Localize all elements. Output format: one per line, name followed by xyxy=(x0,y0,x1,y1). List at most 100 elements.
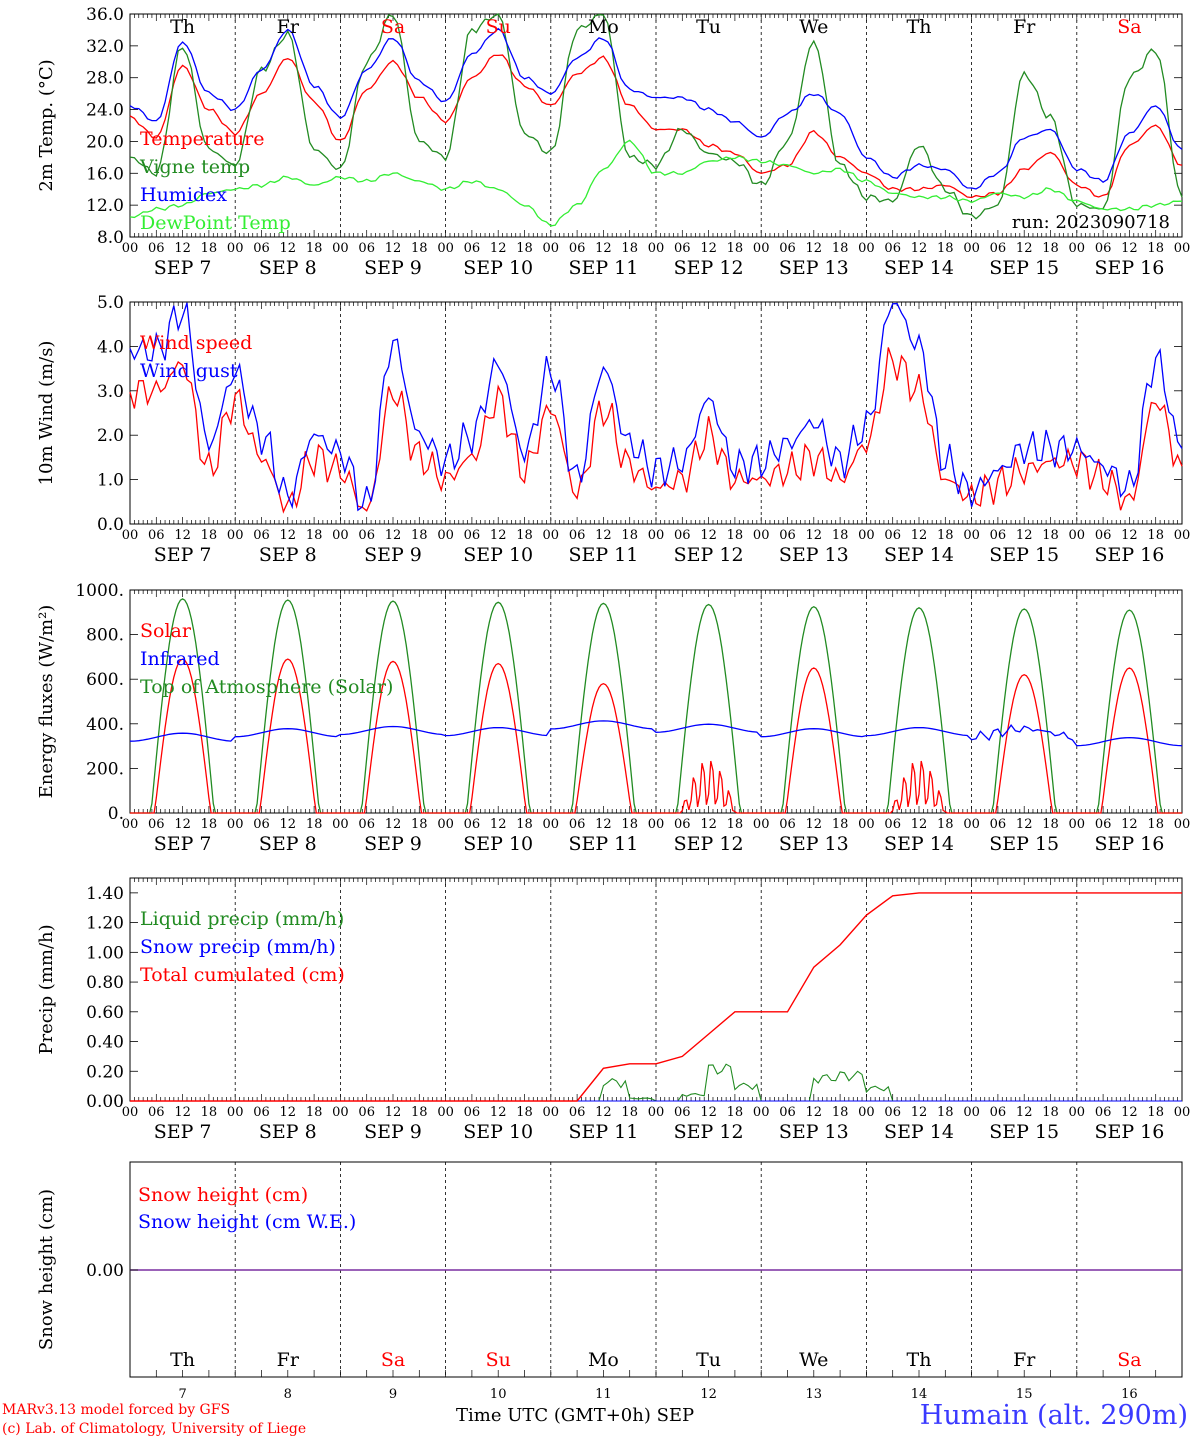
hour-tick-label: 06 xyxy=(253,1105,270,1120)
hour-tick-label: 00 xyxy=(122,241,139,256)
hour-tick-label: 18 xyxy=(1147,817,1164,832)
hour-tick-label: 12 xyxy=(280,528,297,543)
legend-label: Snow height (cm W.E.) xyxy=(138,1211,356,1233)
hour-tick-label: 00 xyxy=(122,528,139,543)
hour-tick-label: 00 xyxy=(122,817,139,832)
hour-tick-label: 00 xyxy=(858,817,875,832)
hour-tick-label: 00 xyxy=(543,528,560,543)
temp-series-line xyxy=(129,54,1183,199)
hour-tick-label: 18 xyxy=(1042,528,1059,543)
hour-tick-label: 12 xyxy=(174,528,191,543)
hour-tick-label: 18 xyxy=(201,817,218,832)
hour-tick-label: 00 xyxy=(1174,1105,1191,1120)
hour-tick-label: 18 xyxy=(411,817,428,832)
hour-tick-label: 12 xyxy=(700,817,717,832)
run-annotation: run: 2023090718 xyxy=(1012,212,1170,233)
hour-tick-label: 18 xyxy=(201,1105,218,1120)
hour-tick-label: 06 xyxy=(990,817,1007,832)
hour-tick-label: 18 xyxy=(621,241,638,256)
y-tick-label: 28.0 xyxy=(86,69,124,89)
hour-tick-label: 12 xyxy=(1016,1105,1033,1120)
hour-tick-label: 12 xyxy=(1016,241,1033,256)
hour-tick-label: 00 xyxy=(1174,241,1191,256)
legend-label: Total cumulated (cm) xyxy=(140,964,345,986)
hour-tick-label: 06 xyxy=(779,241,796,256)
legend-label: Snow precip (mm/h) xyxy=(140,936,336,958)
legend-label: Solar xyxy=(140,620,192,642)
hour-tick-label: 18 xyxy=(1042,241,1059,256)
hour-tick-label: 06 xyxy=(884,1105,901,1120)
weekday-label: Mo xyxy=(588,16,619,38)
hour-tick-label: 18 xyxy=(1147,1105,1164,1120)
hour-tick-label: 06 xyxy=(1095,241,1112,256)
model-credit: MARv3.13 model forced by GFS xyxy=(2,1402,231,1418)
hour-tick-label: 18 xyxy=(516,528,533,543)
temp-series-line xyxy=(129,13,1183,220)
hour-tick-label: 06 xyxy=(674,1105,691,1120)
day-number-label: 13 xyxy=(806,1387,823,1402)
date-tick-label: SEP 12 xyxy=(674,257,744,279)
hour-tick-label: 00 xyxy=(437,528,454,543)
y-axis-label: Energy fluxes (W/m²) xyxy=(36,605,57,799)
date-tick-label: SEP 11 xyxy=(568,544,638,566)
hour-tick-label: 00 xyxy=(437,817,454,832)
hour-tick-label: 18 xyxy=(727,1105,744,1120)
hour-tick-label: 12 xyxy=(490,241,507,256)
hour-tick-label: 06 xyxy=(884,528,901,543)
hour-tick-label: 12 xyxy=(911,528,928,543)
hour-tick-label: 06 xyxy=(358,817,375,832)
date-tick-label: SEP 11 xyxy=(568,1121,638,1143)
date-tick-label: SEP 7 xyxy=(154,544,212,566)
hour-tick-label: 00 xyxy=(1174,528,1191,543)
hour-tick-label: 00 xyxy=(227,817,244,832)
hour-tick-label: 06 xyxy=(358,1105,375,1120)
hour-tick-label: 06 xyxy=(990,1105,1007,1120)
date-tick-label: SEP 9 xyxy=(364,257,422,279)
y-tick-label: 1.00 xyxy=(86,943,124,963)
hour-tick-label: 06 xyxy=(779,1105,796,1120)
legend-label: Humidex xyxy=(140,184,227,206)
hour-tick-label: 00 xyxy=(858,241,875,256)
hour-tick-label: 12 xyxy=(280,1105,297,1120)
y-tick-label: 0.0 xyxy=(97,515,124,535)
hour-tick-label: 00 xyxy=(963,241,980,256)
y-tick-label: 0.00 xyxy=(86,1261,124,1281)
weekday-label: Th xyxy=(907,16,932,38)
hour-tick-label: 06 xyxy=(148,817,165,832)
hour-tick-label: 18 xyxy=(306,241,323,256)
date-tick-label: SEP 11 xyxy=(568,257,638,279)
hour-tick-label: 00 xyxy=(332,528,349,543)
date-tick-label: SEP 16 xyxy=(1094,833,1164,855)
date-tick-label: SEP 7 xyxy=(154,257,212,279)
day-number-label: 12 xyxy=(700,1387,717,1402)
weekday-label: Mo xyxy=(588,1349,619,1371)
hour-tick-label: 12 xyxy=(700,528,717,543)
y-tick-label: 16.0 xyxy=(86,164,124,184)
weekday-label: Sa xyxy=(381,16,405,38)
hour-tick-label: 12 xyxy=(595,528,612,543)
lab-credit: (c) Lab. of Climatology, University of L… xyxy=(2,1421,307,1437)
y-tick-label: 400. xyxy=(86,715,124,735)
hour-tick-label: 06 xyxy=(148,1105,165,1120)
weekday-label: Th xyxy=(907,1349,932,1371)
hour-tick-label: 00 xyxy=(963,528,980,543)
hour-tick-label: 00 xyxy=(1174,817,1191,832)
hour-tick-label: 06 xyxy=(464,1105,481,1120)
date-tick-label: SEP 8 xyxy=(259,544,317,566)
hour-tick-label: 18 xyxy=(411,1105,428,1120)
hour-tick-label: 18 xyxy=(516,817,533,832)
hour-tick-label: 06 xyxy=(253,528,270,543)
hour-tick-label: 18 xyxy=(937,241,954,256)
date-tick-label: SEP 15 xyxy=(989,544,1059,566)
hour-tick-label: 00 xyxy=(332,1105,349,1120)
y-tick-label: 36.0 xyxy=(86,5,124,25)
hour-tick-label: 06 xyxy=(779,528,796,543)
hour-tick-label: 12 xyxy=(595,817,612,832)
date-tick-label: SEP 9 xyxy=(364,1121,422,1143)
hour-tick-label: 00 xyxy=(1069,817,1086,832)
hour-tick-label: 06 xyxy=(674,528,691,543)
hour-tick-label: 06 xyxy=(779,817,796,832)
weekday-label: Su xyxy=(486,1349,511,1371)
plot-frame xyxy=(129,13,1183,238)
